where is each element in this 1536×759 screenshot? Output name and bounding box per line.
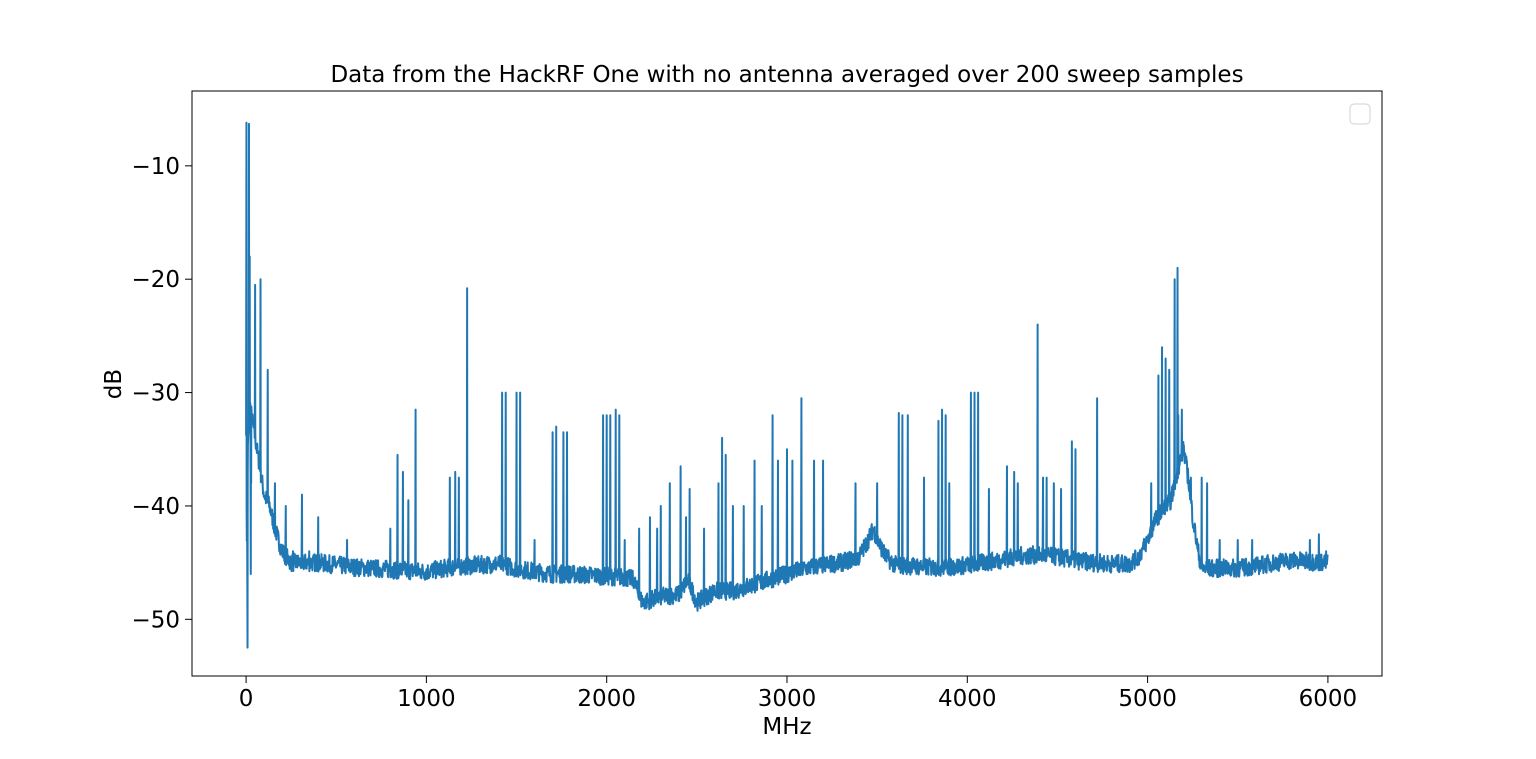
x-tick-label: 4000 (938, 686, 997, 712)
y-tick-label: −30 (131, 381, 180, 407)
plot-area (191, 90, 1383, 677)
x-tick-label: 1000 (397, 686, 456, 712)
x-tick-label: 5000 (1118, 686, 1177, 712)
series-layer (245, 121, 1329, 649)
x-tick-label: 0 (239, 686, 254, 712)
plot-frame (191, 90, 1383, 677)
y-axis-label: dB (101, 369, 127, 399)
x-axis-label: MHz (762, 714, 811, 740)
chart-title: Data from the HackRF One with no antenna… (330, 62, 1243, 88)
legend (1349, 103, 1371, 125)
series-line (245, 121, 1329, 649)
y-tick-label: −40 (131, 494, 180, 520)
x-axis: 0 1000 2000 3000 4000 5000 6000 (239, 676, 1357, 712)
x-tick-label: 3000 (758, 686, 817, 712)
y-tick-label: −10 (131, 154, 180, 180)
y-tick-label: −20 (131, 267, 180, 293)
y-tick-label: −50 (131, 607, 180, 633)
x-tick-label: 2000 (577, 686, 636, 712)
x-tick-label: 6000 (1299, 686, 1358, 712)
y-axis: −50 −40 −30 −20 −10 (131, 154, 192, 633)
